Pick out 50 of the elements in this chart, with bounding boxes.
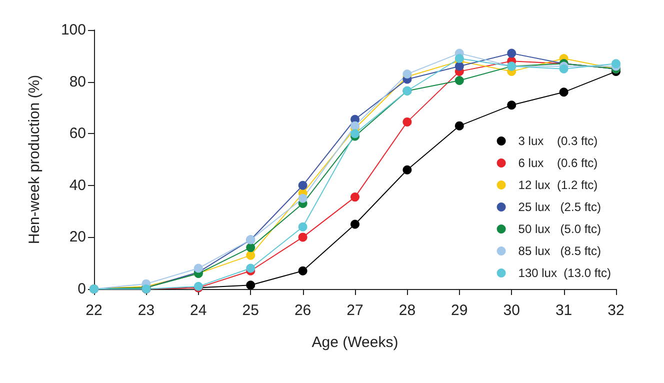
x-tick-label: 31 bbox=[555, 302, 572, 319]
legend-label: 85 lux (8.5 ftc) bbox=[518, 244, 601, 258]
x-tick-label: 32 bbox=[608, 302, 624, 319]
point bbox=[402, 117, 412, 126]
point bbox=[246, 243, 256, 252]
x-tick-label: 29 bbox=[451, 302, 468, 319]
y-tick-label: 20 bbox=[69, 228, 86, 246]
y-tick-label: 80 bbox=[69, 73, 86, 90]
y-tick-label: 100 bbox=[60, 22, 86, 38]
point bbox=[350, 129, 360, 138]
point bbox=[350, 192, 360, 202]
x-axis-title: Age (Weeks) bbox=[312, 334, 398, 351]
point bbox=[246, 280, 256, 290]
x-tick-label: 30 bbox=[503, 302, 520, 319]
point bbox=[559, 88, 568, 97]
point bbox=[454, 121, 464, 130]
legend-label: 25 lux (2.5 ftc) bbox=[518, 200, 601, 214]
point bbox=[298, 266, 308, 276]
point bbox=[612, 59, 620, 68]
point bbox=[350, 121, 360, 130]
x-tick-label: 28 bbox=[398, 302, 416, 319]
y-tick-label: 40 bbox=[69, 176, 86, 194]
legend-label: 50 lux (5.0 ftc) bbox=[518, 222, 601, 236]
point bbox=[454, 76, 464, 85]
x-tick-label: 25 bbox=[242, 302, 259, 319]
x-tick-label: 23 bbox=[138, 302, 155, 319]
point bbox=[402, 165, 412, 174]
point bbox=[507, 100, 516, 110]
point bbox=[402, 70, 412, 79]
x-tick-label: 26 bbox=[294, 302, 312, 319]
point bbox=[298, 194, 308, 203]
point bbox=[559, 64, 568, 74]
point bbox=[350, 220, 360, 229]
y-tick-label: 60 bbox=[69, 125, 86, 142]
point bbox=[246, 264, 256, 273]
point bbox=[298, 180, 308, 190]
point bbox=[298, 222, 308, 232]
point bbox=[298, 232, 308, 242]
y-axis-title: Hen-week production (%) bbox=[26, 74, 43, 244]
x-tick-label: 24 bbox=[190, 302, 207, 319]
legend-label: 12 lux (1.2 ftc) bbox=[518, 178, 598, 192]
x-tick-label: 22 bbox=[86, 302, 102, 319]
point bbox=[507, 48, 516, 58]
y-tick-label: 0 bbox=[78, 280, 86, 298]
legend-label: 6 lux (0.6 ftc) bbox=[518, 156, 598, 170]
x-tick-label: 27 bbox=[346, 302, 364, 319]
point bbox=[246, 250, 256, 260]
legend-label: 3 lux (0.3 ftc) bbox=[518, 134, 598, 148]
point bbox=[194, 264, 203, 273]
legend-label: 130 lux (13.0 ftc) bbox=[518, 266, 612, 280]
